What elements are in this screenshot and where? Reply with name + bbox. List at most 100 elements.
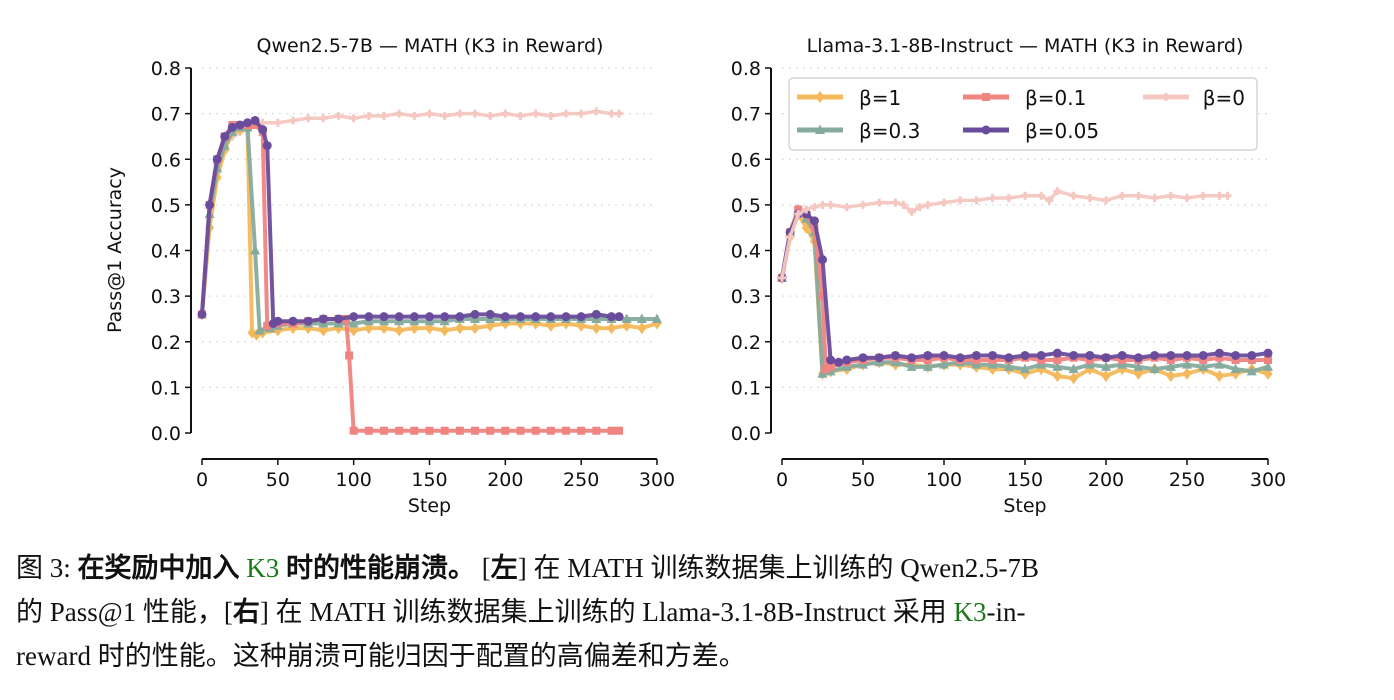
data-point bbox=[485, 309, 495, 319]
data-point bbox=[1069, 350, 1079, 360]
x-tick-label: 200 bbox=[1088, 469, 1124, 491]
chart-title: Llama-3.1-8B-Instruct — MATH (K3 in Rewa… bbox=[807, 35, 1244, 57]
y-tick-label: 0.4 bbox=[731, 241, 761, 263]
y-tick-label: 0.7 bbox=[151, 104, 181, 126]
data-point bbox=[1101, 361, 1111, 371]
data-point bbox=[818, 200, 827, 209]
data-point bbox=[394, 312, 404, 322]
data-point bbox=[380, 426, 388, 435]
data-point bbox=[1021, 191, 1029, 200]
data-point bbox=[470, 322, 480, 335]
data-point bbox=[318, 314, 328, 324]
data-point bbox=[939, 350, 949, 360]
data-point bbox=[1101, 369, 1111, 382]
caption-text: ] 在 MATH 训练数据集上训练的 Llama-3.1-8B-Instruct… bbox=[259, 597, 954, 627]
data-point bbox=[923, 350, 933, 360]
caption-bold-text: 在奖励中加入 bbox=[77, 553, 247, 583]
y-tick-label: 0.1 bbox=[151, 377, 181, 399]
data-point bbox=[652, 313, 662, 323]
data-point bbox=[263, 321, 272, 330]
data-point bbox=[250, 245, 261, 255]
caption-bold-text: 右 bbox=[232, 597, 260, 627]
caption-k3-term: K3 bbox=[246, 553, 280, 583]
x-tick-label: 0 bbox=[776, 469, 788, 491]
data-point bbox=[915, 203, 924, 212]
data-point bbox=[395, 426, 404, 435]
data-point bbox=[470, 309, 480, 319]
data-point bbox=[972, 356, 981, 364]
data-point bbox=[875, 198, 884, 207]
legend-item: β=1 bbox=[797, 86, 901, 110]
y-tick-label: 0.4 bbox=[151, 241, 181, 263]
data-point bbox=[561, 312, 571, 322]
data-point bbox=[923, 356, 932, 364]
legend-label: β=0.1 bbox=[1025, 86, 1086, 110]
data-point bbox=[592, 426, 601, 435]
data-point bbox=[348, 318, 359, 328]
data-point bbox=[486, 111, 495, 120]
data-point bbox=[922, 361, 933, 371]
data-point bbox=[471, 426, 479, 435]
data-point bbox=[1020, 350, 1030, 360]
data-point bbox=[562, 109, 570, 118]
series-line bbox=[200, 123, 620, 433]
data-point bbox=[955, 353, 965, 363]
data-point bbox=[1102, 196, 1110, 205]
data-point bbox=[220, 131, 230, 141]
data-point bbox=[1004, 194, 1013, 203]
data-point bbox=[614, 312, 624, 322]
data-point bbox=[410, 111, 419, 120]
data-point bbox=[425, 109, 434, 118]
x-tick-label: 250 bbox=[563, 469, 599, 491]
series-β=0.1 bbox=[778, 205, 1272, 374]
data-point bbox=[349, 426, 358, 435]
series-β=0.05 bbox=[777, 209, 1273, 367]
data-point bbox=[988, 356, 997, 364]
y-tick-label: 0.0 bbox=[731, 423, 761, 445]
data-point bbox=[621, 313, 632, 323]
data-point bbox=[364, 312, 374, 322]
data-point bbox=[1085, 356, 1094, 364]
legend-marker bbox=[981, 125, 991, 135]
data-point bbox=[1231, 356, 1240, 364]
data-point bbox=[273, 118, 282, 127]
data-point bbox=[607, 322, 616, 335]
data-point bbox=[501, 109, 510, 118]
data-point bbox=[1045, 196, 1054, 205]
data-point bbox=[546, 312, 556, 322]
y-tick-label: 0.7 bbox=[731, 104, 761, 126]
legend-label: β=0.05 bbox=[1025, 119, 1099, 143]
data-point bbox=[1133, 353, 1143, 363]
data-point bbox=[334, 314, 343, 324]
data-point bbox=[907, 207, 916, 216]
data-point bbox=[1215, 191, 1224, 200]
data-point bbox=[940, 198, 948, 207]
data-point bbox=[1199, 356, 1208, 364]
data-point bbox=[971, 350, 981, 360]
data-point bbox=[1037, 356, 1046, 364]
data-point bbox=[273, 316, 283, 326]
y-tick-label: 0.2 bbox=[731, 332, 761, 354]
data-point bbox=[615, 426, 624, 435]
data-point bbox=[1165, 361, 1176, 371]
series-line bbox=[780, 189, 1228, 279]
y-tick-label: 0.2 bbox=[151, 332, 181, 354]
data-point bbox=[562, 426, 570, 435]
chart-left: Qwen2.5-7B — MATH (K3 in Reward) 0.0 0.1 0.… bbox=[104, 35, 675, 517]
data-point bbox=[1166, 191, 1175, 200]
legend-label: β=1 bbox=[859, 86, 901, 110]
y-tick-label: 0.6 bbox=[731, 149, 761, 171]
data-point bbox=[334, 111, 343, 120]
data-point bbox=[304, 114, 313, 123]
caption-bold-text: 时的性能崩溃。 bbox=[279, 553, 476, 583]
x-tick-label: 0 bbox=[196, 469, 208, 491]
data-point bbox=[786, 232, 795, 241]
data-point bbox=[1231, 350, 1241, 360]
data-point bbox=[1069, 372, 1079, 385]
data-point bbox=[349, 312, 359, 322]
data-point bbox=[500, 312, 510, 322]
x-tick-label: 100 bbox=[926, 469, 962, 491]
data-point bbox=[1149, 363, 1160, 374]
series-β=0 bbox=[778, 187, 1232, 282]
data-point bbox=[258, 125, 268, 135]
